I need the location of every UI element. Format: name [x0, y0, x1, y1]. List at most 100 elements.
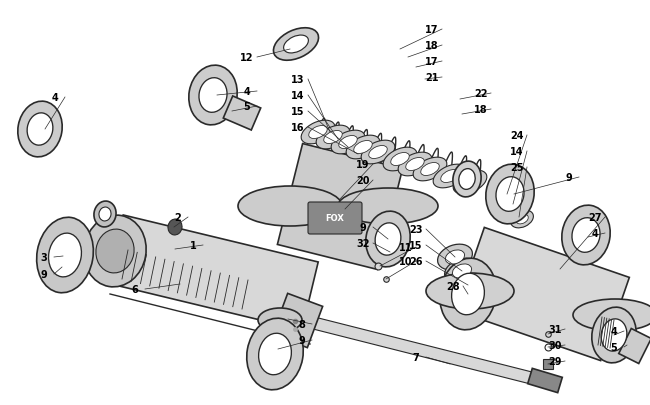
Text: 25: 25	[510, 162, 524, 173]
Text: 10: 10	[399, 256, 413, 266]
Text: 20: 20	[356, 175, 370, 185]
Ellipse shape	[398, 153, 432, 177]
Ellipse shape	[366, 212, 410, 267]
Polygon shape	[223, 97, 261, 131]
Text: 9: 9	[566, 173, 573, 183]
Text: 5: 5	[244, 102, 250, 112]
Text: 14: 14	[510, 147, 524, 157]
Ellipse shape	[406, 158, 424, 171]
Ellipse shape	[433, 165, 467, 188]
Ellipse shape	[440, 258, 496, 330]
Text: 9: 9	[298, 335, 306, 345]
Ellipse shape	[453, 171, 487, 194]
Ellipse shape	[259, 333, 291, 375]
Ellipse shape	[369, 146, 387, 159]
Text: 22: 22	[474, 89, 488, 99]
Text: 11: 11	[399, 243, 413, 252]
Ellipse shape	[460, 278, 480, 292]
Ellipse shape	[437, 245, 473, 270]
Ellipse shape	[562, 206, 610, 265]
Ellipse shape	[592, 307, 636, 363]
Text: 9: 9	[359, 222, 367, 232]
Text: 24: 24	[510, 131, 524, 141]
Text: 4: 4	[244, 87, 250, 97]
Ellipse shape	[94, 202, 116, 227]
Ellipse shape	[27, 113, 53, 146]
Ellipse shape	[338, 189, 438, 224]
Text: 3: 3	[40, 252, 47, 262]
Polygon shape	[107, 215, 318, 330]
Text: 19: 19	[356, 160, 370, 170]
Polygon shape	[619, 329, 650, 364]
Text: 14: 14	[291, 91, 305, 101]
Ellipse shape	[247, 318, 304, 390]
Text: 7: 7	[413, 352, 419, 362]
Ellipse shape	[375, 223, 401, 256]
Ellipse shape	[452, 273, 488, 298]
Text: 4: 4	[592, 228, 599, 239]
Ellipse shape	[99, 207, 111, 222]
Ellipse shape	[309, 126, 327, 139]
Text: 15: 15	[410, 241, 422, 250]
Ellipse shape	[493, 186, 516, 203]
Ellipse shape	[572, 218, 600, 253]
Text: 4: 4	[51, 93, 58, 103]
Ellipse shape	[316, 126, 350, 149]
Ellipse shape	[354, 141, 372, 154]
Ellipse shape	[188, 66, 237, 126]
Text: 9: 9	[40, 269, 47, 279]
Ellipse shape	[509, 200, 521, 209]
Polygon shape	[278, 144, 402, 270]
Text: 21: 21	[425, 73, 439, 83]
Polygon shape	[528, 369, 562, 393]
Text: 13: 13	[291, 75, 305, 85]
Ellipse shape	[18, 102, 62, 158]
Text: 32: 32	[356, 239, 370, 248]
Text: 29: 29	[548, 356, 562, 366]
Ellipse shape	[452, 264, 471, 278]
Text: 26: 26	[410, 256, 422, 266]
Text: 4: 4	[610, 326, 617, 336]
Text: 28: 28	[446, 281, 460, 291]
Text: 17: 17	[425, 57, 439, 67]
Text: 2: 2	[175, 213, 181, 222]
Text: 30: 30	[548, 340, 562, 350]
Ellipse shape	[49, 234, 81, 277]
Ellipse shape	[452, 273, 484, 315]
Text: FOX: FOX	[326, 214, 344, 223]
Polygon shape	[289, 311, 556, 390]
Text: 27: 27	[588, 213, 602, 222]
Text: 16: 16	[291, 123, 305, 133]
Text: 18: 18	[474, 105, 488, 115]
Text: 6: 6	[131, 284, 138, 294]
Ellipse shape	[36, 218, 94, 293]
Ellipse shape	[391, 153, 410, 166]
Polygon shape	[456, 228, 629, 361]
Ellipse shape	[453, 162, 481, 197]
Ellipse shape	[426, 273, 514, 309]
Ellipse shape	[445, 258, 480, 284]
Polygon shape	[272, 294, 322, 348]
Ellipse shape	[421, 163, 439, 176]
Ellipse shape	[84, 215, 146, 287]
Ellipse shape	[383, 148, 417, 171]
Ellipse shape	[199, 79, 227, 113]
Text: 23: 23	[410, 224, 422, 234]
Text: 1: 1	[190, 241, 196, 250]
Ellipse shape	[274, 29, 318, 61]
Ellipse shape	[413, 158, 447, 181]
Text: 12: 12	[240, 53, 254, 63]
Ellipse shape	[168, 220, 182, 235]
Ellipse shape	[601, 319, 627, 351]
Ellipse shape	[301, 121, 335, 145]
Ellipse shape	[499, 190, 512, 199]
Ellipse shape	[238, 187, 342, 226]
FancyBboxPatch shape	[308, 202, 362, 234]
Ellipse shape	[96, 230, 134, 273]
Text: 5: 5	[610, 342, 617, 352]
Ellipse shape	[324, 131, 343, 144]
Ellipse shape	[258, 308, 302, 332]
Ellipse shape	[515, 215, 528, 224]
Ellipse shape	[461, 176, 479, 189]
Text: 31: 31	[548, 324, 562, 334]
